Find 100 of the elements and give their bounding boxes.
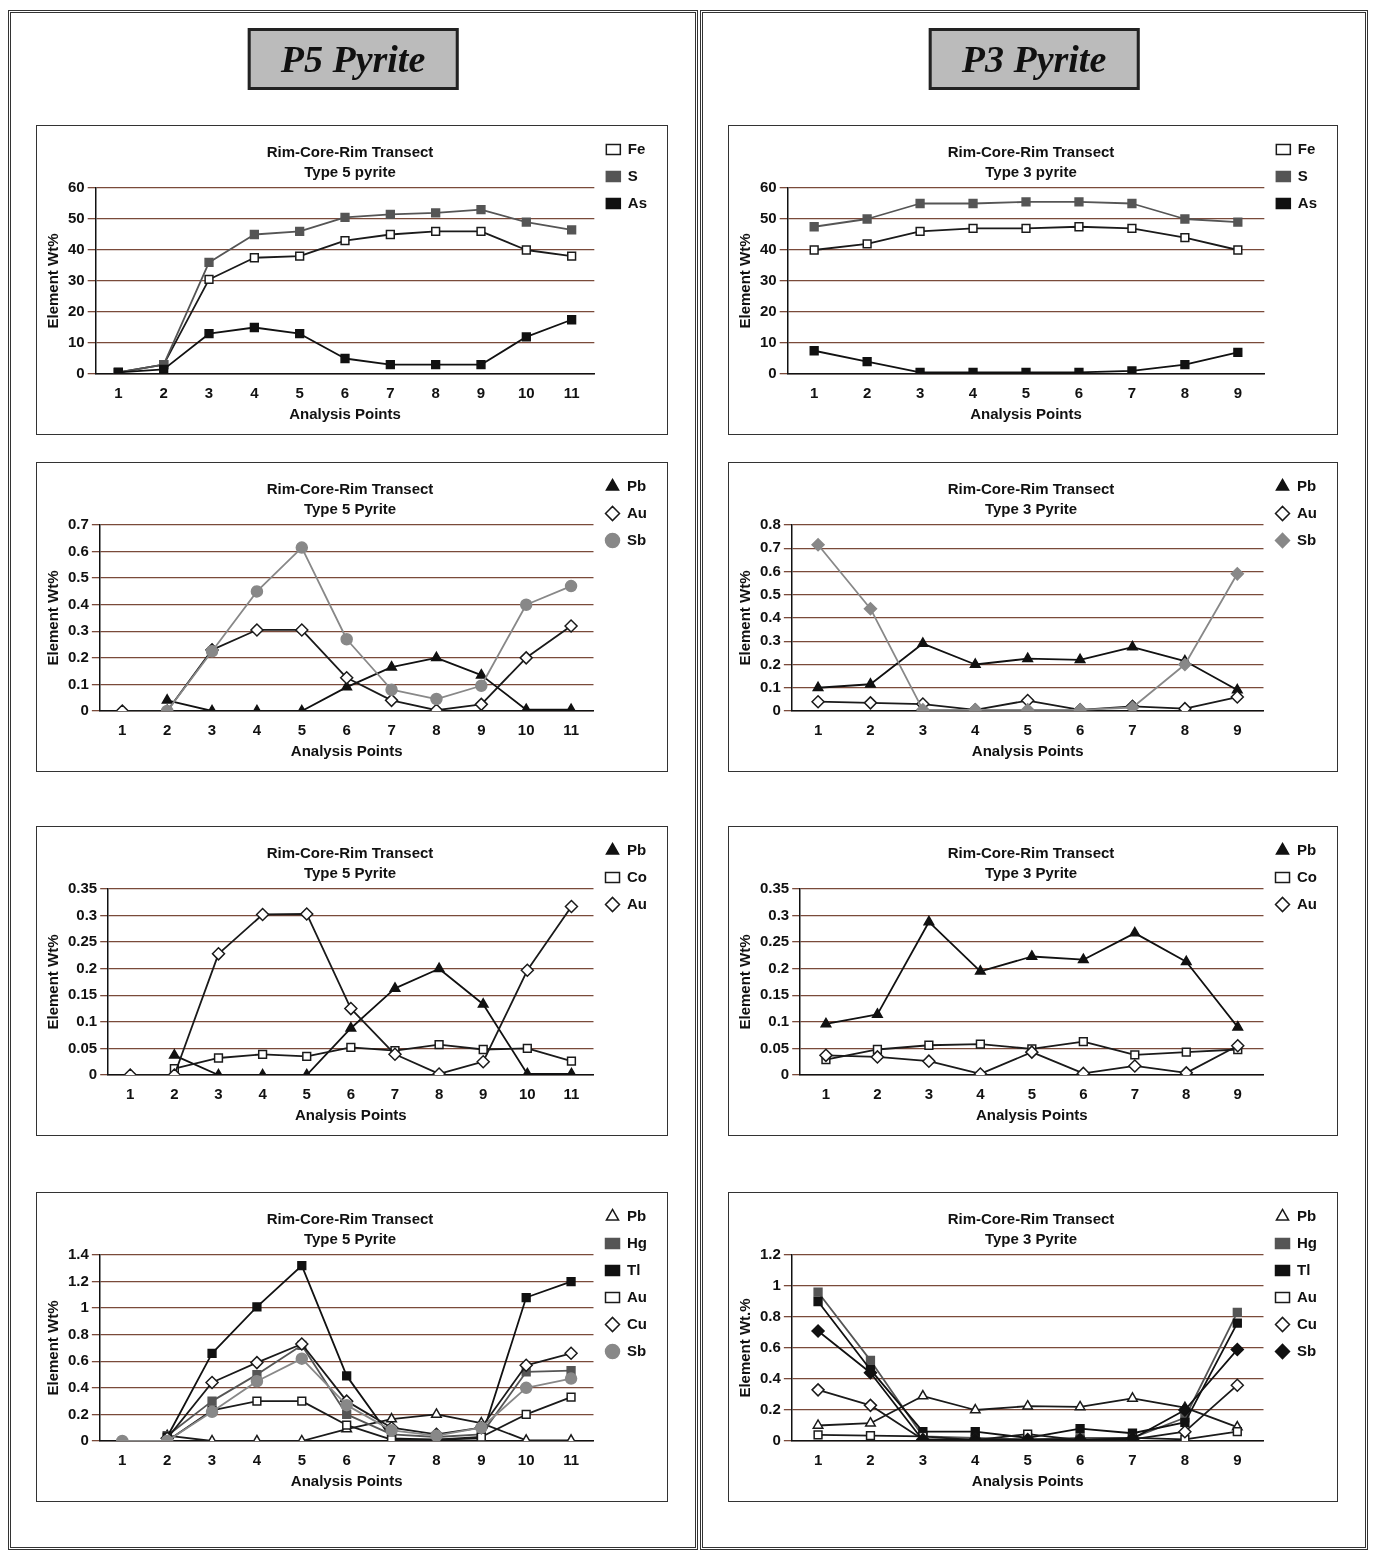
legend-label: Co bbox=[1297, 867, 1317, 885]
legend-label: Sb bbox=[627, 1341, 647, 1359]
x-tick-label: 2 bbox=[163, 1451, 172, 1469]
y-tick-label: 0.2 bbox=[759, 654, 781, 672]
y-tick-label: 0.35 bbox=[759, 879, 790, 897]
chart-subtitle: Type 5 Pyrite bbox=[303, 500, 397, 518]
y-tick-label: 0.05 bbox=[67, 1038, 98, 1056]
x-tick-label: 7 bbox=[1130, 1085, 1139, 1103]
legend-label: Sb bbox=[1297, 530, 1317, 548]
legend-label: Pb bbox=[627, 1206, 647, 1224]
x-axis-title: Analysis Points bbox=[976, 1106, 1088, 1124]
x-tick-label: 1 bbox=[821, 1085, 831, 1103]
y-tick-label: 0.2 bbox=[67, 1404, 89, 1422]
y-tick-label: 0.5 bbox=[759, 584, 781, 602]
x-tick-label: 7 bbox=[390, 1085, 400, 1103]
x-tick-label: 2 bbox=[862, 384, 872, 402]
x-axis-title: Analysis Points bbox=[290, 1472, 403, 1490]
x-tick-label: 4 bbox=[971, 1451, 981, 1469]
x-tick-label: 8 bbox=[1180, 1451, 1190, 1469]
y-tick-label: 1.2 bbox=[67, 1271, 89, 1289]
x-tick-label: 9 bbox=[1233, 721, 1242, 739]
y-tick-label: 0.35 bbox=[67, 879, 98, 897]
x-tick-label: 7 bbox=[1127, 384, 1137, 402]
y-tick-label: 0.15 bbox=[67, 985, 98, 1003]
x-tick-label: 5 bbox=[297, 1451, 306, 1469]
text: P3 Pyrite bbox=[928, 28, 1140, 90]
x-tick-label: 3 bbox=[918, 721, 928, 739]
y-tick-label: 0.4 bbox=[67, 1378, 90, 1395]
text: P5 Pyrite bbox=[247, 28, 459, 90]
y-tick-label: 30 bbox=[760, 271, 777, 289]
legend-label: Cu bbox=[627, 1314, 647, 1332]
x-tick-label: 1 bbox=[813, 1451, 823, 1469]
chart-title: Rim-Core-Rim Transect bbox=[266, 844, 434, 862]
x-tick-label: 8 bbox=[1182, 1085, 1191, 1103]
x-tick-label: 7 bbox=[386, 384, 395, 402]
y-axis-title: Element Wt% bbox=[736, 233, 754, 329]
chart-title: Rim-Core-Rim Transect bbox=[947, 1210, 1115, 1228]
legend-label: Hg bbox=[1297, 1233, 1317, 1251]
x-tick-label: 5 bbox=[1023, 721, 1032, 739]
y-tick-label: 0.2 bbox=[67, 648, 89, 665]
chart-title: Rim-Core-Rim Transect bbox=[266, 1210, 434, 1228]
legend-label: Au bbox=[627, 894, 647, 912]
legend-label: Pb bbox=[627, 476, 647, 494]
x-axis-title: Analysis Points bbox=[290, 742, 403, 760]
x-tick-label: 3 bbox=[918, 1451, 928, 1469]
y-axis-title: Element Wt% bbox=[44, 934, 62, 1030]
legend-label: Co bbox=[627, 867, 647, 885]
y-tick-label: 0.4 bbox=[759, 1369, 782, 1387]
x-tick-label: 3 bbox=[214, 1085, 223, 1103]
x-tick-label: 6 bbox=[1075, 1451, 1085, 1469]
y-axis-title: Element Wt% bbox=[44, 1300, 62, 1396]
y-tick-label: 0.7 bbox=[67, 515, 89, 533]
chart-subtitle: Type 5 pyrite bbox=[304, 163, 396, 181]
y-tick-label: 0.6 bbox=[759, 561, 781, 579]
legend-label: Au bbox=[627, 1287, 647, 1305]
legend-label: Sb bbox=[627, 530, 647, 548]
y-tick-label: 0.8 bbox=[759, 515, 781, 533]
chart-title: Rim-Core-Rim Transect bbox=[266, 480, 434, 498]
x-tick-label: 3 bbox=[204, 384, 214, 402]
x-tick-label: 5 bbox=[302, 1085, 311, 1103]
x-tick-label: 8 bbox=[432, 721, 441, 739]
chart-subtitle: Type 3 Pyrite bbox=[984, 1230, 1078, 1248]
x-tick-label: 3 bbox=[207, 721, 217, 739]
x-tick-label: 8 bbox=[1180, 721, 1190, 739]
y-axis-title: Element Wt% bbox=[736, 934, 754, 1030]
y-tick-label: 0.15 bbox=[759, 985, 790, 1003]
x-tick-label: 2 bbox=[873, 1085, 882, 1103]
y-tick-label: 0.2 bbox=[76, 958, 98, 976]
y-tick-label: 0.1 bbox=[759, 677, 781, 695]
y-tick-label: 1.4 bbox=[67, 1245, 90, 1263]
x-tick-label: 3 bbox=[207, 1451, 217, 1469]
y-tick-label: 0.05 bbox=[759, 1038, 790, 1056]
y-tick-label: 0.7 bbox=[759, 538, 781, 556]
x-tick-label: 11 bbox=[563, 1451, 579, 1469]
y-tick-label: 0 bbox=[80, 1431, 89, 1449]
y-tick-label: 20 bbox=[68, 302, 85, 320]
x-tick-label: 9 bbox=[1233, 384, 1243, 402]
y-tick-label: 1 bbox=[772, 1276, 781, 1294]
chart-title: Rim-Core-Rim Transect bbox=[947, 143, 1115, 161]
chart-subtitle: Type 5 Pyrite bbox=[303, 864, 397, 882]
y-tick-label: 0.1 bbox=[67, 674, 89, 692]
y-tick-label: 0.2 bbox=[768, 958, 790, 976]
x-tick-label: 2 bbox=[866, 1451, 875, 1469]
chart-title: Rim-Core-Rim Transect bbox=[947, 480, 1115, 498]
x-tick-label: 6 bbox=[340, 384, 350, 402]
y-tick-label: 0.5 bbox=[67, 568, 89, 586]
legend-label: Sb bbox=[1297, 1341, 1317, 1359]
x-tick-label: 5 bbox=[1023, 1451, 1032, 1469]
x-tick-label: 3 bbox=[924, 1085, 934, 1103]
y-tick-label: 10 bbox=[760, 333, 777, 351]
chart-subtitle: Type 3 Pyrite bbox=[984, 864, 1078, 882]
y-tick-label: 0.25 bbox=[759, 932, 790, 950]
y-tick-label: 0.3 bbox=[759, 631, 781, 649]
y-tick-label: 0.25 bbox=[67, 932, 98, 950]
legend-label: Au bbox=[1297, 894, 1317, 912]
legend-label: Pb bbox=[1297, 476, 1317, 494]
legend-label: Cu bbox=[1297, 1314, 1317, 1332]
x-tick-label: 1 bbox=[809, 384, 819, 402]
x-tick-label: 2 bbox=[163, 721, 172, 739]
x-tick-label: 6 bbox=[342, 1451, 351, 1469]
